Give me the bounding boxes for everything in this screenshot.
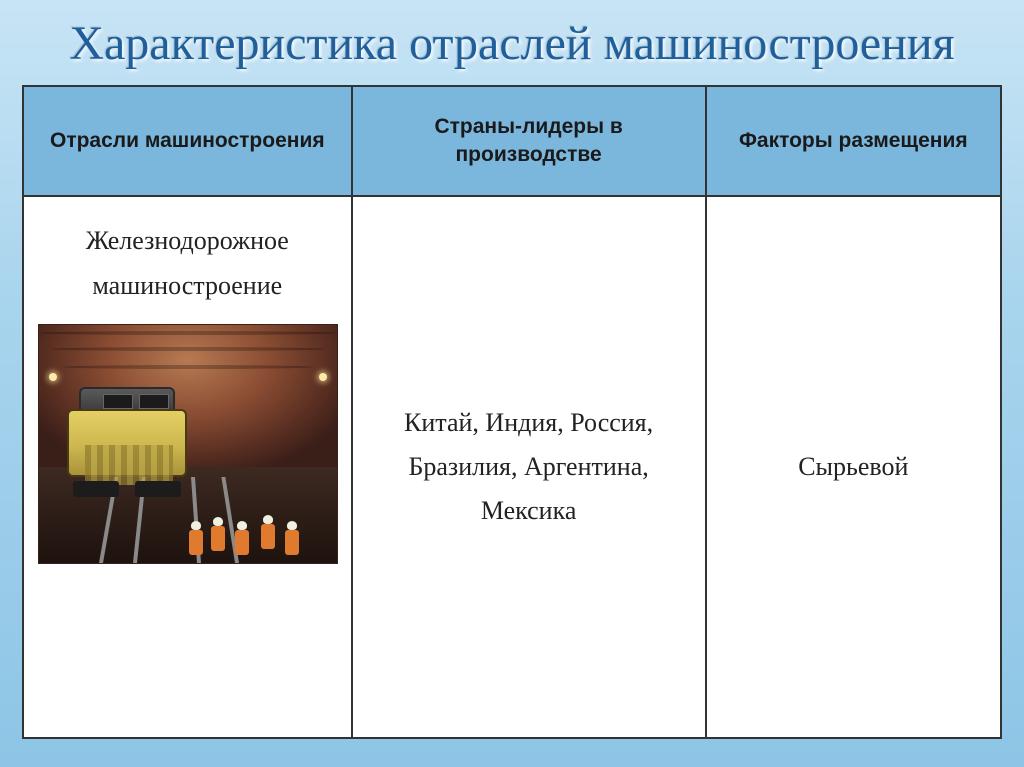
worker-icon — [261, 515, 275, 549]
table-header-row: Отрасли машиностроения Страны-лидеры в п… — [23, 86, 1001, 197]
branch-illustration — [38, 324, 338, 564]
cell-leaders: Китай, Индия, Россия, Бразилия, Аргентин… — [352, 196, 706, 738]
cell-factors: Сырьевой — [706, 196, 1001, 738]
branch-label: Железнодорожное машиностроение — [38, 219, 337, 307]
locomotive-vent — [85, 445, 173, 485]
slide-title: Характеристика отраслей машиностроения — [22, 18, 1002, 71]
locomotive-window — [103, 394, 133, 409]
col-header-branch: Отрасли машиностроения — [23, 86, 352, 197]
characteristics-table: Отрасли машиностроения Страны-лидеры в п… — [22, 85, 1002, 739]
locomotive-bogie — [135, 481, 181, 497]
worker-icon — [235, 521, 249, 555]
table-row: Железнодорожное машиностроение — [23, 196, 1001, 738]
worker-icon — [211, 517, 225, 551]
tunnel-light-icon — [49, 373, 57, 381]
col-header-leaders: Страны-лидеры в производстве — [352, 86, 706, 197]
tunnel-rib — [39, 331, 337, 335]
locomotive-window — [139, 394, 169, 409]
locomotive-icon — [67, 387, 187, 491]
tunnel-light-icon — [319, 373, 327, 381]
tunnel-rib — [63, 365, 313, 369]
col-header-factors: Факторы размещения — [706, 86, 1001, 197]
worker-icon — [189, 521, 203, 555]
worker-icon — [285, 521, 299, 555]
slide: Характеристика отраслей машиностроения О… — [0, 0, 1024, 767]
cell-branch: Железнодорожное машиностроение — [23, 196, 352, 738]
locomotive-bogie — [73, 481, 119, 497]
locomotive-body — [67, 409, 187, 477]
tunnel-rib — [51, 347, 325, 351]
